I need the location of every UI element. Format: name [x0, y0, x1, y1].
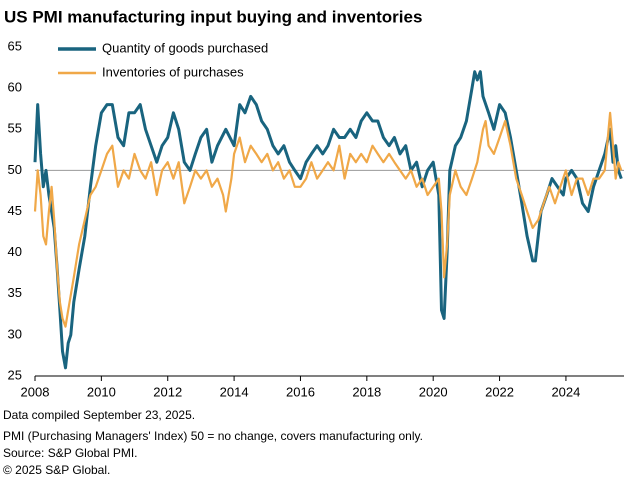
footnote: Data compiled September 23, 2025.: [3, 408, 195, 422]
x-tick-label: 2018: [352, 384, 381, 399]
x-tick-label: 2022: [485, 384, 514, 399]
x-tick-label: 2024: [551, 384, 580, 399]
y-tick-label: 45: [8, 203, 22, 218]
legend-label: Inventories of purchases: [102, 64, 244, 79]
footnote: © 2025 S&P Global.: [3, 463, 110, 477]
x-tick-label: 2020: [419, 384, 448, 399]
x-tick-label: 2010: [87, 384, 116, 399]
x-tick-label: 2014: [220, 384, 249, 399]
series-line: [33, 70, 623, 370]
x-tick-label: 2008: [21, 384, 50, 399]
x-tick-label: 2016: [286, 384, 315, 399]
plot-area: 25 30 35 40 45 50 55 60 65 2008 2010 2012 2014 2016 20…: [8, 38, 624, 399]
footnote: PMI (Purchasing Managers' Index) 50 = no…: [3, 429, 423, 443]
y-tick-label: 55: [8, 121, 22, 136]
y-tick-label: 25: [8, 367, 22, 382]
x-tick-label: 2012: [153, 384, 182, 399]
series-line: [33, 111, 623, 328]
y-tick-label: 60: [8, 80, 22, 95]
y-tick-label: 65: [8, 38, 22, 53]
y-tick-label: 50: [8, 162, 22, 177]
legend-label: Quantity of goods purchased: [102, 40, 268, 55]
chart-title: US PMI manufacturing input buying and in…: [4, 7, 422, 26]
y-tick-label: 30: [8, 326, 22, 341]
y-tick-label: 40: [8, 244, 22, 259]
y-tick-label: 35: [8, 285, 22, 300]
footnote: Source: S&P Global PMI.: [3, 446, 138, 460]
